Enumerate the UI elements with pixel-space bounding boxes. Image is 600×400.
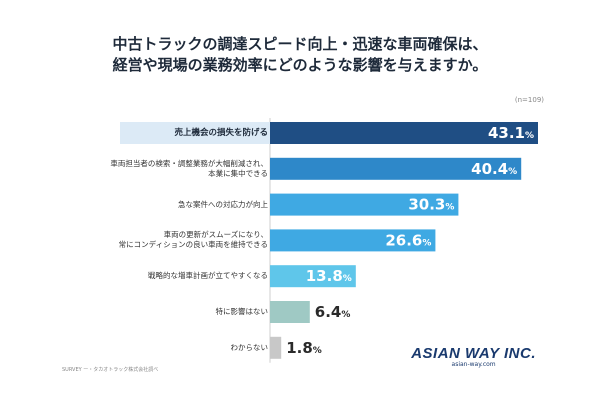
sample-size-note: (n=109) bbox=[514, 96, 544, 104]
category-label-2: 急な案件への対応力が向上 bbox=[178, 199, 268, 209]
bar-4 bbox=[270, 265, 356, 288]
source-footnote: SURVEY ー・タカオトラック株式会社調べ bbox=[62, 367, 159, 373]
bar-2 bbox=[270, 193, 459, 216]
logo-wordmark: ASIAN WAY INC. bbox=[411, 345, 536, 362]
bar-1 bbox=[270, 157, 522, 180]
chart-title-line1: 中古トラックの調達スピード向上・迅速な車両確保は、 bbox=[112, 35, 488, 53]
chart-title-line2: 経営や現場の業務効率にどのような影響を与えますか。 bbox=[112, 56, 488, 74]
bar-5 bbox=[270, 301, 310, 323]
value-label-3: 26.6% bbox=[385, 231, 431, 249]
category-label-6: わからない bbox=[230, 342, 269, 352]
value-label-6: 1.8% bbox=[286, 339, 322, 357]
bar-3 bbox=[270, 229, 436, 252]
value-label-5: 6.4% bbox=[315, 303, 351, 321]
value-label-1: 40.4% bbox=[471, 160, 517, 178]
category-label-5: 特に影響はない bbox=[215, 307, 269, 316]
highlight-label-background bbox=[120, 122, 270, 144]
value-label-0: 43.1% bbox=[488, 124, 534, 142]
category-label-3: 車両の更新がスムーズになり、 常にコンディションの良い車両を維持できる bbox=[118, 230, 268, 250]
logo-url: asian-way.com bbox=[451, 361, 496, 368]
bar-0 bbox=[270, 122, 538, 144]
bar-6 bbox=[270, 336, 282, 359]
category-label-4: 戦略的な増車計画が立てやすくなる bbox=[148, 271, 268, 281]
value-label-2: 30.3% bbox=[408, 196, 454, 214]
company-logo: ASIAN WAY INC. asian-way.com bbox=[411, 346, 536, 369]
category-label-1: 車両担当者の検索・調整業務が大幅削減され、 本業に集中できる bbox=[110, 158, 268, 178]
category-label-0: 売上機会の損失を防げる bbox=[174, 128, 268, 138]
value-label-4: 13.8% bbox=[306, 267, 352, 285]
